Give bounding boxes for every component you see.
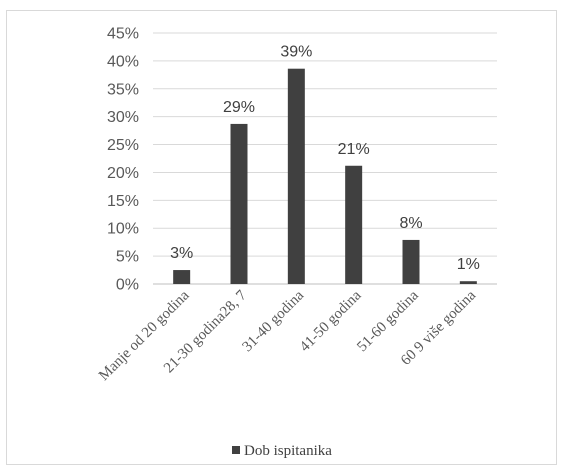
data-label: 29%: [223, 99, 255, 116]
bar: [230, 123, 248, 284]
y-tick-label: 45%: [107, 26, 139, 43]
data-label: 8%: [399, 215, 422, 232]
y-tick-label: 25%: [107, 137, 139, 154]
y-tick-label: 20%: [107, 165, 139, 182]
y-tick-label: 15%: [107, 193, 139, 210]
data-label: 3%: [170, 245, 193, 262]
y-tick-label: 35%: [107, 81, 139, 98]
bar: [402, 239, 420, 284]
y-tick-label: 0%: [116, 277, 139, 294]
data-label: 39%: [280, 44, 312, 61]
chart-frame: [6, 10, 557, 465]
y-tick-label: 10%: [107, 221, 139, 238]
bar: [173, 270, 191, 284]
y-tick-label: 30%: [107, 109, 139, 126]
legend-swatch: [232, 446, 240, 454]
bar: [345, 165, 363, 284]
bar: [459, 281, 477, 284]
bar: [287, 68, 305, 284]
y-tick-label: 5%: [116, 249, 139, 266]
y-tick-label: 40%: [107, 53, 139, 70]
legend-label: Dob ispitanika: [244, 443, 332, 459]
data-label: 1%: [457, 256, 480, 273]
data-label: 21%: [338, 141, 370, 158]
